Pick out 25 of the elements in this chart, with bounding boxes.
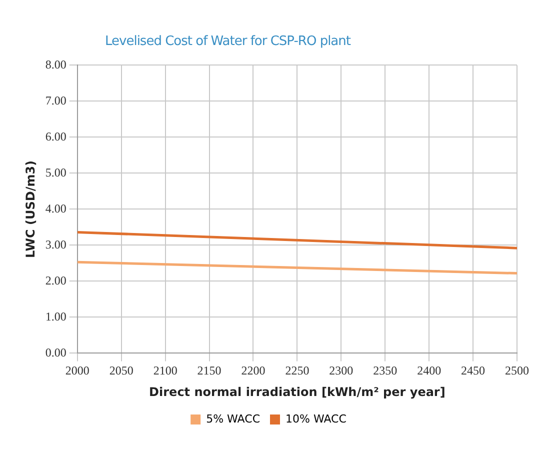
y-tick-label: 2.00 xyxy=(45,273,66,288)
x-tick-label: 2200 xyxy=(241,364,266,378)
x-axis-title: Direct normal irradiation [kWh/m² per year] xyxy=(149,384,446,399)
x-tick-label: 2100 xyxy=(153,364,178,378)
x-tick-label: 2500 xyxy=(505,364,529,378)
legend-label: 5% WACC xyxy=(206,412,260,426)
y-tick-label: 7.00 xyxy=(45,93,66,108)
y-tick-label: 0.00 xyxy=(45,345,66,360)
y-tick-label: 4.00 xyxy=(45,201,66,216)
x-tick-label: 2000 xyxy=(65,364,90,378)
y-axis-title: LWC (USD/m3) xyxy=(23,160,38,258)
chart-title: Levelised Cost of Water for CSP-RO plant xyxy=(105,34,350,49)
legend-label: 10% WACC xyxy=(286,412,347,426)
y-tick-label: 6.00 xyxy=(45,129,66,144)
x-tick-label: 2350 xyxy=(373,364,398,378)
x-tick-label: 2400 xyxy=(417,364,442,378)
x-tick-label: 2450 xyxy=(461,364,486,378)
y-tick-label: 3.00 xyxy=(45,237,66,252)
x-tick-label: 2150 xyxy=(197,364,222,378)
y-tick-label: 1.00 xyxy=(45,309,66,324)
x-tick-label: 2300 xyxy=(329,364,354,378)
y-tick-label: 5.00 xyxy=(45,165,66,180)
y-tick-label: 8.00 xyxy=(45,57,66,72)
x-tick-label: 2250 xyxy=(285,364,310,378)
x-tick-label: 2050 xyxy=(109,364,134,378)
